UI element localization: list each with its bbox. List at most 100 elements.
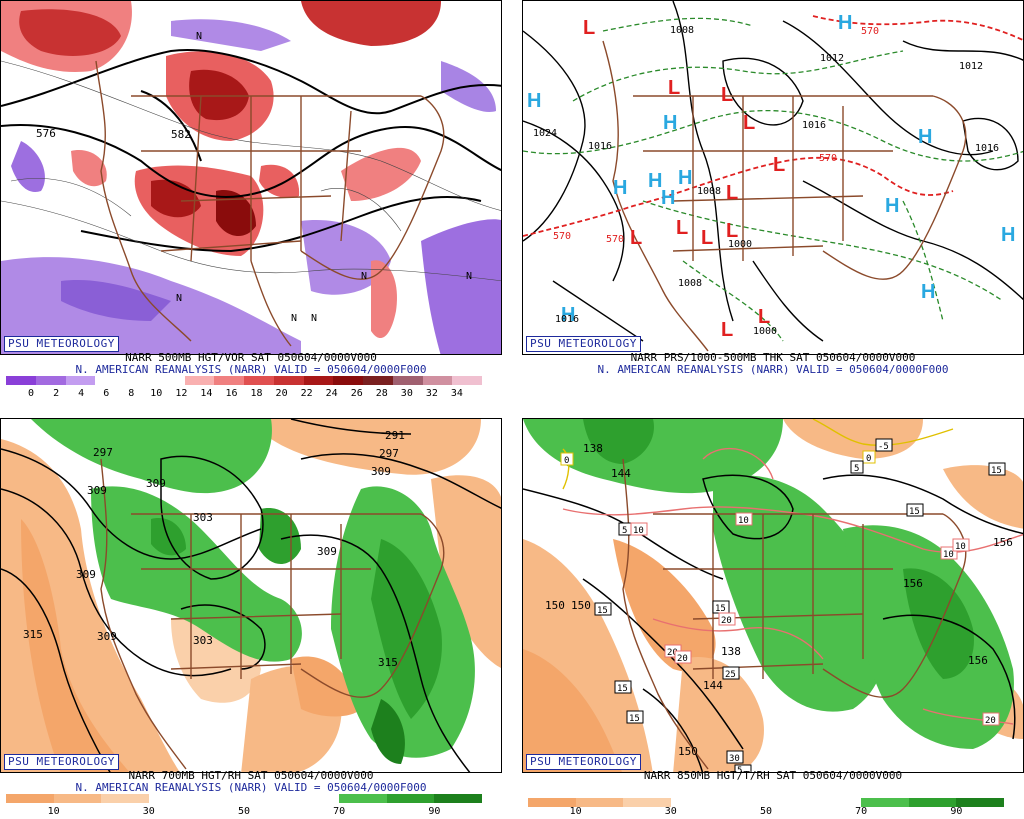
height-label: 150 xyxy=(571,599,591,612)
height-contour xyxy=(160,455,264,580)
temperature-box: 0 xyxy=(862,450,876,464)
height-label: 309 xyxy=(87,484,107,497)
high-pressure-marker: H xyxy=(663,112,677,134)
product-title: NARR PRS/1000-500MB THK SAT 050604/0000V… xyxy=(630,351,916,364)
vorticity-area xyxy=(301,1,441,46)
temperature-box: 15 xyxy=(626,710,644,724)
colorbar-ticks: 10 30 50 70 90 xyxy=(6,806,482,818)
colorbar-tick-label: 28 xyxy=(375,388,388,399)
thickness-label: 570 xyxy=(553,231,571,242)
svg-text:20: 20 xyxy=(985,716,996,726)
colorbar-swatch xyxy=(765,798,814,807)
isobar xyxy=(523,30,586,242)
colorbar-swatch xyxy=(718,798,766,807)
colorbar-swatch xyxy=(214,376,244,385)
svg-text:15: 15 xyxy=(617,684,628,694)
svg-text:30: 30 xyxy=(729,754,740,764)
moist-area xyxy=(371,699,405,764)
vorticity-min-label: N xyxy=(291,313,297,324)
moist-area xyxy=(523,419,783,494)
psu-meteorology-badge: PSU METEOROLOGY xyxy=(4,336,119,352)
moist-area xyxy=(903,568,974,679)
colorbar-swatch xyxy=(243,794,292,803)
colorbar-swatch xyxy=(53,794,102,803)
svg-text:20: 20 xyxy=(667,648,678,658)
temperature-box: 15 xyxy=(614,680,632,694)
isobar-label: 1008 xyxy=(670,25,694,36)
vorticity-min-label: N xyxy=(311,313,317,324)
svg-text:25: 25 xyxy=(725,670,736,680)
colorbar-tick-label: 4 xyxy=(78,388,85,399)
colorbar-tick-label: 6 xyxy=(103,388,110,399)
thickness-contour xyxy=(602,17,754,32)
map-pressure-thickness: H H H H H H H H H H H H L L L L L L L xyxy=(522,0,1024,355)
colorbar-tick-label: 90 xyxy=(428,806,441,817)
colorbar-swatch xyxy=(363,376,393,385)
temperature-box: 20 xyxy=(982,712,1000,726)
height-label: 297 xyxy=(93,446,113,459)
colorbar-swatch xyxy=(575,798,624,807)
colorbar-tick-label: 30 xyxy=(400,388,413,399)
isobar xyxy=(523,120,625,282)
height-label: 138 xyxy=(721,645,741,658)
high-pressure-marker: H xyxy=(678,167,692,189)
colorbar-tick-label: 50 xyxy=(759,806,773,817)
height-label: 156 xyxy=(968,654,988,667)
isobar-label: 1016 xyxy=(802,120,826,131)
height-contour xyxy=(80,196,482,253)
high-pressure-marker: H xyxy=(648,170,662,192)
colorbar-swatch xyxy=(813,798,862,807)
state-border xyxy=(190,514,342,679)
temperature-contour xyxy=(922,708,1014,725)
colorbar-swatch xyxy=(291,794,340,803)
dry-area xyxy=(291,656,361,717)
dry-area xyxy=(613,539,716,672)
high-pressure-marker: H xyxy=(613,177,627,199)
height-label: 315 xyxy=(23,628,43,641)
height-label: 297 xyxy=(379,447,399,460)
panel-sea-level-pressure: H H H H H H H H H H H H L L L L L L L xyxy=(522,0,1024,400)
dry-area xyxy=(783,419,923,459)
coastline xyxy=(250,260,292,347)
dry-area xyxy=(943,465,1023,529)
colorbar-swatch xyxy=(908,798,957,807)
colorbar-swatch xyxy=(148,794,197,803)
colorbar-swatch xyxy=(956,798,1004,807)
height-contour xyxy=(582,578,744,750)
colorbar-tick-label: 30 xyxy=(664,806,677,817)
high-pressure-marker: H xyxy=(921,281,935,303)
isobar xyxy=(552,280,644,342)
isobar xyxy=(802,180,1023,301)
colorbar-tick-label: 50 xyxy=(237,806,251,817)
isobar-label: 1000 xyxy=(753,326,777,337)
svg-text:10: 10 xyxy=(943,550,954,560)
vorticity-area xyxy=(71,150,107,187)
moist-area xyxy=(371,539,442,719)
height-contour xyxy=(1,488,232,677)
height-label: 144 xyxy=(611,467,631,480)
high-pressure-marker: H xyxy=(885,195,899,217)
vorticity-area xyxy=(421,219,501,354)
low-pressure-marker: L xyxy=(630,227,642,249)
height-label: 150 xyxy=(678,745,698,758)
vorticity-min-label: N xyxy=(196,31,202,42)
dry-area xyxy=(523,649,623,772)
temperature-box: 30 xyxy=(726,750,744,764)
thickness-label: 570 xyxy=(819,153,837,164)
low-pressure-marker: L xyxy=(721,84,733,106)
colorbar-tick-label: 14 xyxy=(200,388,213,399)
valid-time-line: N. AMERICAN REANALYSIS (NARR) VALID = 05… xyxy=(597,363,949,376)
coastline xyxy=(602,40,709,352)
panel-850mb-temperature: 138 144 156 156 150 150 138 144 150 156 … xyxy=(522,418,1024,818)
colorbar-tick-label: 10 xyxy=(569,806,582,817)
height-contour xyxy=(882,614,1016,740)
state-border xyxy=(712,514,864,679)
height-contour xyxy=(280,534,471,772)
coastline xyxy=(622,458,709,770)
isobar xyxy=(782,20,994,156)
colorbar-tick-label: 18 xyxy=(250,388,263,399)
dry-area xyxy=(431,475,501,668)
colorbar-swatch xyxy=(6,794,54,803)
colorbar-swatch xyxy=(273,376,304,385)
map-pressure-svg: H H H H H H H H H H H H L L L L L L L xyxy=(523,1,1023,352)
